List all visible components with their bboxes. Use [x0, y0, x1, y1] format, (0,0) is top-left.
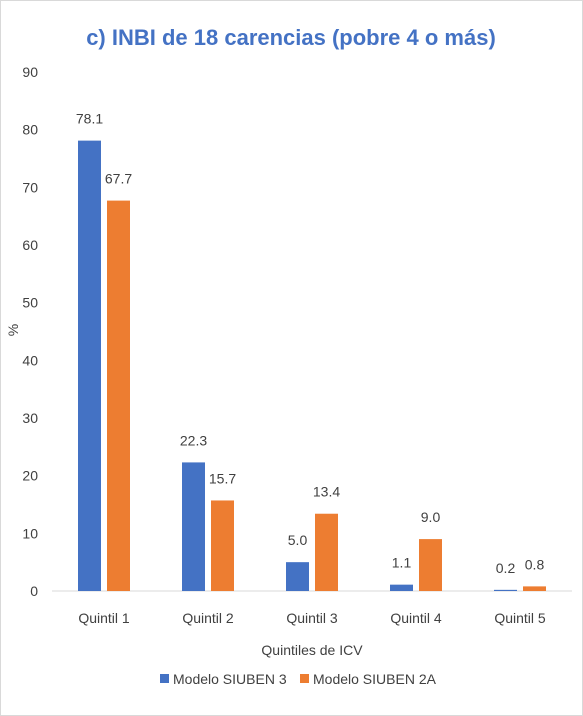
data-label: 0.8	[525, 556, 545, 572]
y-tick-label: 30	[22, 410, 38, 426]
legend-label: Modelo SIUBEN 2A	[313, 671, 437, 687]
bar-siuben3-3	[286, 562, 309, 591]
y-tick-label: 70	[22, 179, 38, 195]
legend-label: Modelo SIUBEN 3	[173, 671, 287, 687]
legend-swatch	[160, 674, 169, 683]
y-tick-label: 40	[22, 352, 38, 368]
y-tick-label: 90	[22, 64, 38, 80]
bar-siuben3-4	[390, 584, 413, 591]
bar-siuben2a-4	[419, 539, 442, 591]
bar-siuben2a-3	[315, 513, 338, 591]
x-tick-label: Quintil 5	[494, 610, 546, 626]
legend-swatch	[300, 674, 309, 683]
y-axis-ticks: 0 10 20 30 40 50 60 70 80 90	[22, 64, 38, 599]
y-tick-label: 0	[30, 583, 38, 599]
data-label: 5.0	[288, 532, 308, 548]
bar-siuben3-2	[182, 462, 205, 591]
bars	[78, 140, 546, 591]
y-tick-label: 60	[22, 237, 38, 253]
x-axis-title: Quintiles de ICV	[261, 642, 363, 658]
bar-siuben3-5	[494, 589, 517, 591]
data-labels: 78.1 67.7 22.3 15.7 5.0 13.4 1.1 9.0 0.2 0.8	[76, 111, 545, 576]
x-axis-ticks: Quintil 1 Quintil 2 Quintil 3 Quintil 4 Quin…	[78, 610, 546, 626]
x-tick-label: Quintil 2	[182, 610, 234, 626]
data-label: 78.1	[76, 111, 103, 127]
data-label: 9.0	[421, 509, 441, 525]
x-tick-label: Quintil 1	[78, 610, 130, 626]
x-tick-label: Quintil 3	[286, 610, 338, 626]
y-axis-title: %	[5, 324, 21, 336]
data-label: 0.2	[496, 560, 516, 576]
data-label: 67.7	[105, 171, 132, 187]
x-tick-label: Quintil 4	[390, 610, 442, 626]
bar-siuben3-1	[78, 140, 101, 591]
bar-siuben2a-2	[211, 500, 234, 591]
y-tick-label: 50	[22, 295, 38, 311]
data-label: 22.3	[180, 432, 207, 448]
bar-siuben2a-5	[523, 586, 546, 591]
y-tick-label: 20	[22, 468, 38, 484]
legend: Modelo SIUBEN 3 Modelo SIUBEN 2A	[160, 671, 437, 687]
y-tick-label: 80	[22, 122, 38, 138]
data-label: 13.4	[313, 484, 340, 500]
chart-title: c) INBI de 18 carencias (pobre 4 o más)	[86, 25, 496, 50]
data-label: 15.7	[209, 470, 236, 486]
data-label: 1.1	[392, 555, 412, 571]
y-tick-label: 10	[22, 525, 38, 541]
bar-siuben2a-1	[107, 200, 130, 591]
